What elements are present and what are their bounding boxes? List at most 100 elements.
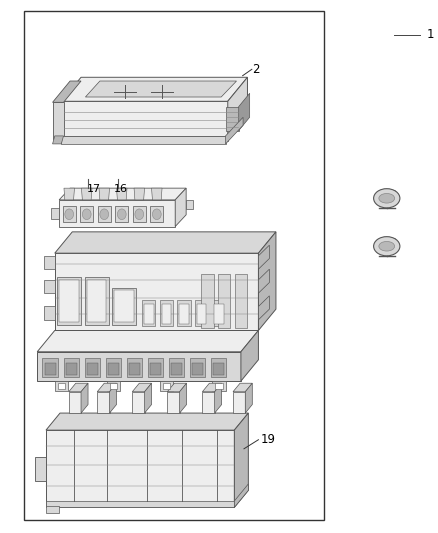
Polygon shape	[59, 188, 186, 200]
Polygon shape	[46, 430, 234, 507]
Bar	[211, 358, 226, 377]
Polygon shape	[81, 188, 92, 200]
Polygon shape	[37, 330, 258, 352]
Polygon shape	[202, 392, 215, 413]
Bar	[24, 11, 324, 520]
Circle shape	[65, 209, 74, 220]
Ellipse shape	[374, 189, 400, 208]
Polygon shape	[61, 136, 228, 141]
Bar	[179, 304, 189, 324]
Bar	[148, 358, 163, 377]
Ellipse shape	[379, 193, 395, 203]
Circle shape	[117, 209, 126, 220]
Bar	[235, 274, 247, 328]
Polygon shape	[80, 206, 93, 222]
Text: 2: 2	[252, 63, 259, 76]
Bar	[87, 363, 98, 375]
Polygon shape	[53, 81, 81, 102]
Bar	[142, 300, 155, 326]
Polygon shape	[133, 206, 146, 222]
Bar	[215, 383, 223, 389]
Polygon shape	[215, 383, 222, 413]
Polygon shape	[55, 232, 276, 253]
Polygon shape	[245, 383, 252, 413]
Polygon shape	[226, 107, 239, 131]
Polygon shape	[160, 381, 173, 391]
Polygon shape	[150, 206, 163, 222]
Polygon shape	[85, 81, 237, 97]
Bar	[45, 363, 56, 375]
Polygon shape	[37, 352, 241, 381]
Polygon shape	[212, 381, 226, 391]
Polygon shape	[234, 413, 248, 507]
Polygon shape	[35, 457, 46, 481]
Polygon shape	[44, 280, 55, 293]
Polygon shape	[97, 383, 117, 392]
Text: 17: 17	[87, 184, 101, 194]
Polygon shape	[107, 381, 120, 391]
Polygon shape	[234, 484, 248, 507]
Text: 1: 1	[427, 28, 434, 41]
Polygon shape	[117, 188, 127, 200]
Circle shape	[82, 209, 91, 220]
Polygon shape	[110, 383, 117, 413]
Polygon shape	[61, 77, 247, 101]
Text: 16: 16	[113, 184, 127, 194]
Text: 20: 20	[383, 190, 397, 199]
Polygon shape	[152, 188, 162, 200]
Polygon shape	[53, 136, 64, 144]
Polygon shape	[64, 188, 74, 200]
Bar	[64, 358, 79, 377]
Bar	[197, 304, 206, 324]
Bar	[177, 300, 191, 326]
Bar	[110, 383, 117, 389]
Bar	[169, 358, 184, 377]
Bar	[213, 363, 224, 375]
Polygon shape	[61, 101, 228, 136]
Circle shape	[135, 209, 144, 220]
Bar	[163, 383, 170, 389]
Polygon shape	[51, 208, 59, 219]
Circle shape	[100, 209, 109, 220]
Polygon shape	[239, 93, 250, 131]
Bar	[195, 300, 208, 326]
Bar	[162, 304, 171, 324]
Bar	[190, 358, 205, 377]
Bar	[214, 304, 224, 324]
Ellipse shape	[379, 241, 395, 251]
Polygon shape	[57, 277, 81, 325]
Polygon shape	[241, 330, 258, 381]
Polygon shape	[228, 77, 247, 136]
Polygon shape	[63, 206, 76, 222]
Polygon shape	[202, 383, 222, 392]
Polygon shape	[55, 381, 68, 391]
Bar	[212, 300, 226, 326]
Bar	[201, 274, 214, 328]
Polygon shape	[175, 188, 186, 227]
Bar	[150, 363, 161, 375]
Polygon shape	[85, 277, 109, 325]
Polygon shape	[46, 506, 59, 513]
Polygon shape	[97, 392, 110, 413]
Polygon shape	[180, 383, 187, 413]
Polygon shape	[59, 280, 79, 322]
Bar	[58, 383, 65, 389]
Polygon shape	[55, 253, 258, 330]
Polygon shape	[167, 383, 187, 392]
Polygon shape	[69, 383, 88, 392]
Polygon shape	[115, 206, 128, 222]
Polygon shape	[114, 290, 134, 322]
Bar	[85, 358, 100, 377]
Polygon shape	[61, 136, 226, 144]
Polygon shape	[258, 296, 269, 320]
Bar	[127, 358, 142, 377]
Polygon shape	[132, 392, 145, 413]
Bar	[106, 358, 121, 377]
Polygon shape	[134, 188, 145, 200]
Bar	[42, 358, 58, 377]
Polygon shape	[145, 383, 152, 413]
Polygon shape	[69, 392, 81, 413]
Polygon shape	[132, 383, 152, 392]
Polygon shape	[233, 383, 252, 392]
Polygon shape	[44, 306, 55, 320]
